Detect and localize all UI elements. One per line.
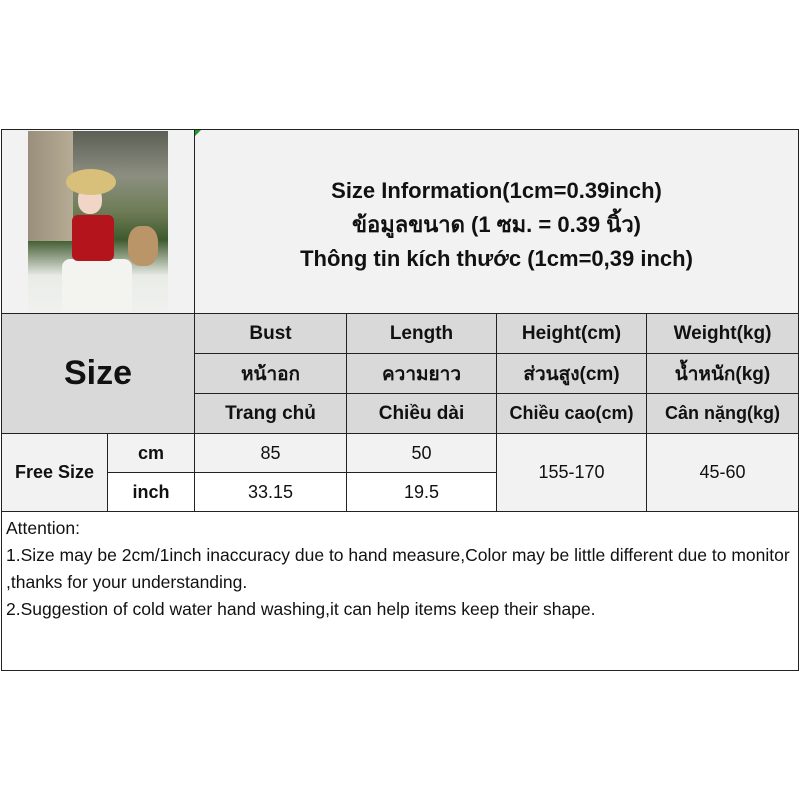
header-bust-vi: Trang chủ: [194, 393, 347, 434]
length-cm: 50: [346, 433, 497, 473]
header-height-en: Height(cm): [496, 313, 647, 354]
unit-inch: inch: [107, 472, 195, 512]
header-weight-en: Weight(kg): [646, 313, 799, 354]
length-inch: 19.5: [346, 472, 497, 512]
weight-value: 45-60: [646, 433, 799, 512]
header-weight-vi: Cân nặng(kg): [646, 393, 799, 434]
title-english: Size Information(1cm=0.39inch): [331, 177, 662, 203]
header-length-en: Length: [346, 313, 497, 354]
height-value: 155-170: [496, 433, 647, 512]
title-vietnamese: Thông tin kích thước (1cm=0,39 inch): [300, 245, 693, 271]
header-height-th: ส่วนสูง(cm): [496, 353, 647, 394]
header-height-vi: Chiều cao(cm): [496, 393, 647, 434]
title-cell: Size Information(1cm=0.39inch) ข้อมูลขนา…: [194, 129, 799, 314]
title-thai: ข้อมูลขนาด (1 ซม. = 0.39 นิ้ว): [351, 211, 641, 237]
bust-inch: 33.15: [194, 472, 347, 512]
size-free-size: Free Size: [1, 433, 108, 512]
unit-cm: cm: [107, 433, 195, 473]
header-length-th: ความยาว: [346, 353, 497, 394]
product-photo: [28, 131, 168, 312]
size-header: Size: [1, 313, 195, 434]
attention-note-1: 1.Size may be 2cm/1inch inaccuracy due t…: [6, 545, 790, 592]
cell-marker: [195, 130, 201, 136]
header-bust-en: Bust: [194, 313, 347, 354]
attention-note-2: 2.Suggestion of cold water hand washing,…: [6, 599, 596, 619]
header-weight-th: น้ำหนัก(kg): [646, 353, 799, 394]
attention-box: Attention: 1.Size may be 2cm/1inch inacc…: [1, 511, 799, 671]
header-length-vi: Chiều dài: [346, 393, 497, 434]
attention-heading: Attention:: [6, 518, 80, 538]
bust-cm: 85: [194, 433, 347, 473]
header-bust-th: หน้าอก: [194, 353, 347, 394]
